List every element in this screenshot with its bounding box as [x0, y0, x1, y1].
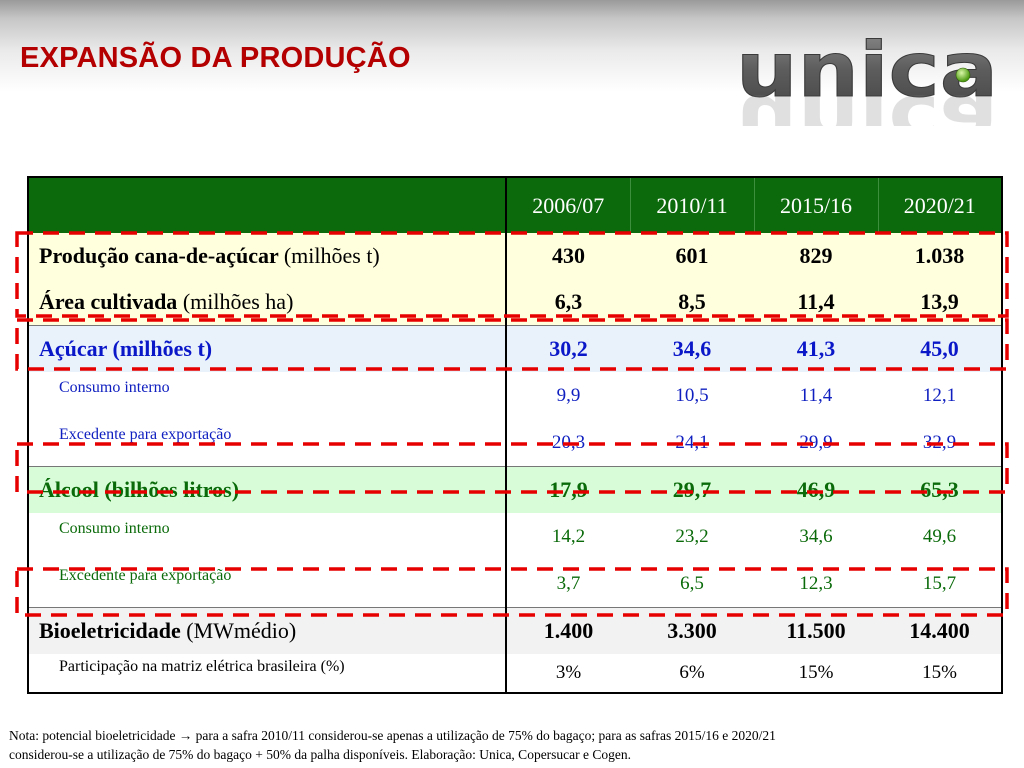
row-label: Consumo interno	[28, 513, 507, 560]
value-cell: 32,9	[922, 431, 957, 453]
unica-logo: unica unica	[736, 30, 999, 126]
value-cell: 20,3	[551, 431, 586, 453]
value-cell: 29,9	[799, 431, 833, 453]
table-row-alcool-consumo: Consumo interno 14,2 23,2 34,6 49,6	[28, 513, 1002, 560]
table-header-row: 2006/07 2010/11 2015/16 2020/21	[28, 177, 1002, 233]
value-cell: 34,6	[630, 325, 754, 372]
value-cell: 9,9	[556, 384, 581, 406]
col-header: 2020/21	[878, 177, 1002, 233]
value-cell: 11,4	[754, 279, 878, 326]
row-label-text: Área cultivada	[39, 289, 178, 314]
value-cell: 1.400	[506, 607, 630, 654]
value-cell: 24,1	[675, 431, 709, 453]
table-row-area: Área cultivada (milhões ha) 6,3 8,5 11,4…	[28, 279, 1002, 326]
value-cell: 1.038	[878, 233, 1002, 279]
value-cell: 15,7	[922, 572, 957, 594]
value-cell: 15%	[798, 662, 834, 683]
value-cell: 46,9	[754, 466, 878, 513]
value-cell: 13,9	[878, 279, 1002, 326]
header-empty-cell	[28, 177, 507, 233]
value-cell: 11.500	[754, 607, 878, 654]
value-cell: 3,7	[556, 572, 581, 594]
value-cell: 8,5	[630, 279, 754, 326]
table-row-acucar: Açúcar (milhões t) 30,2 34,6 41,3 45,0	[28, 325, 1002, 372]
value-cell: 6,3	[506, 279, 630, 326]
footnote: Nota: potencial bioeletricidade → para a…	[9, 726, 1009, 764]
value-cell: 6%	[679, 662, 705, 683]
logo-wordmark: unica	[736, 30, 998, 114]
row-label: Bioeletricidade (MWmédio)	[28, 607, 507, 654]
row-label: Excedente para exportação	[28, 419, 507, 467]
col-header: 2015/16	[754, 177, 879, 233]
page-title: EXPANSÃO DA PRODUÇÃO	[20, 42, 411, 74]
row-label-text: Bioeletricidade	[39, 618, 181, 643]
table-row-acucar-excedente: Excedente para exportação 20,3 24,1 29,9…	[28, 419, 1002, 467]
value-cell: 430	[506, 233, 630, 279]
row-label: Excedente para exportação	[28, 560, 507, 608]
value-cell: 6,5	[680, 572, 704, 594]
value-cell: 14,2	[551, 525, 586, 547]
row-label: Participação na matriz elétrica brasilei…	[28, 654, 507, 693]
table-row-acucar-consumo: Consumo interno 9,9 10,5 11,4 12,1	[28, 372, 1002, 419]
row-label: Açúcar (milhões t)	[28, 325, 507, 372]
production-table: 2006/07 2010/11 2015/16 2020/21 Produção…	[27, 176, 1003, 694]
table-row-bio: Bioeletricidade (MWmédio) 1.400 3.300 11…	[28, 607, 1002, 654]
value-cell: 14.400	[878, 607, 1002, 654]
value-cell: 12,3	[799, 572, 833, 594]
logo-reflection: unica	[736, 78, 998, 126]
value-cell: 3.300	[630, 607, 754, 654]
table-row-alcool-excedente: Excedente para exportação 3,7 6,5 12,3 1…	[28, 560, 1002, 608]
col-header: 2006/07	[506, 177, 631, 233]
value-cell: 30,2	[506, 325, 630, 372]
row-label: Área cultivada (milhões ha)	[28, 279, 507, 326]
table-row-cana: Produção cana-de-açúcar (milhões t) 430 …	[28, 233, 1002, 279]
row-label: Álcool (bilhões litros)	[28, 466, 507, 513]
footnote-line-1: Nota: potencial bioeletricidade → para a…	[9, 728, 776, 743]
col-header: 2010/11	[630, 177, 755, 233]
row-label-unit: (milhões t)	[283, 243, 380, 268]
table-row-alcool: Álcool (bilhões litros) 17,9 29,7 46,9 6…	[28, 466, 1002, 513]
row-label-unit: (milhões ha)	[182, 289, 294, 314]
row-label-unit: (MWmédio)	[186, 618, 297, 643]
value-cell: 41,3	[754, 325, 878, 372]
value-cell: 17,9	[506, 466, 630, 513]
value-cell: 11,4	[799, 384, 833, 406]
header-band	[0, 0, 1024, 92]
value-cell: 601	[630, 233, 754, 279]
green-dot-icon	[955, 67, 971, 83]
value-cell: 10,5	[675, 384, 709, 406]
value-cell: 29,7	[630, 466, 754, 513]
value-cell: 65,3	[878, 466, 1002, 513]
row-label-text: Produção cana-de-açúcar	[39, 243, 279, 268]
row-label: Produção cana-de-açúcar (milhões t)	[28, 233, 507, 279]
value-cell: 829	[754, 233, 878, 279]
value-cell: 45,0	[878, 325, 1002, 372]
value-cell: 3%	[555, 662, 582, 683]
value-cell: 12,1	[922, 384, 957, 406]
value-cell: 23,2	[675, 525, 709, 547]
value-cell: 15%	[922, 662, 957, 683]
footnote-line-2: considerou-se a utilização de 75% do bag…	[9, 747, 632, 762]
value-cell: 34,6	[799, 525, 833, 547]
value-cell: 49,6	[922, 525, 957, 547]
table-row-participacao: Participação na matriz elétrica brasilei…	[28, 654, 1002, 693]
row-label: Consumo interno	[28, 372, 507, 419]
